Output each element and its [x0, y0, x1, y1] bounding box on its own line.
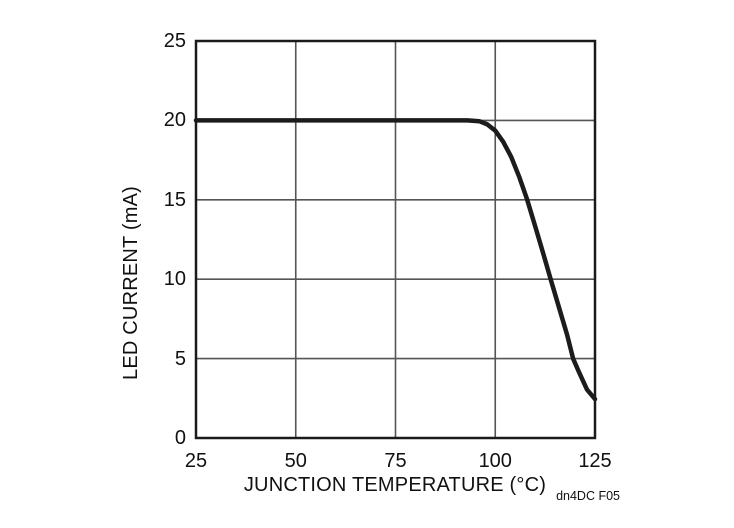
x-tick-label-125: 125	[578, 450, 612, 472]
plot-canvas	[193, 39, 598, 440]
x-tick-label-75: 75	[384, 450, 407, 472]
y-tick-label-20: 20	[163, 109, 186, 132]
x-axis-title: JUNCTION TEMPERATURE (°C)	[243, 474, 547, 496]
x-tick-label-25: 25	[184, 450, 208, 472]
y-tick-label-25: 25	[163, 30, 186, 52]
figure-code: dn4DC F05	[556, 489, 620, 503]
y-tick-label-15: 15	[163, 188, 186, 211]
x-tick-label-50: 50	[284, 450, 307, 472]
y-tick-label-5: 5	[174, 347, 186, 370]
plot-border	[194, 39, 597, 440]
x-tick-label-100: 100	[478, 450, 512, 472]
y-tick-label-10: 10	[163, 268, 186, 291]
series-led-current-derating	[193, 118, 598, 402]
y-tick-label-0: 0	[174, 427, 186, 449]
